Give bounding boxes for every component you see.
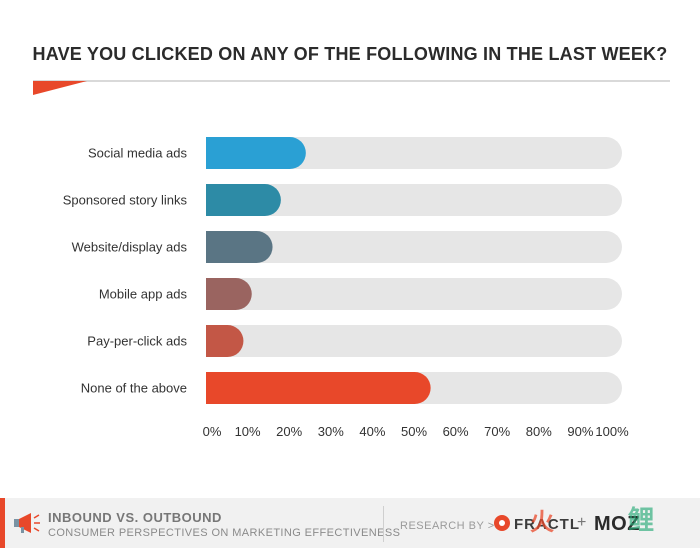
x-tick-label: 70% (484, 424, 510, 439)
chart-title: HAVE YOU CLICKED ON ANY OF THE FOLLOWING… (32, 44, 668, 64)
category-label: Pay-per-click ads (87, 334, 187, 349)
bar-track (206, 325, 622, 357)
x-tick-label: 100% (595, 424, 629, 439)
category-label: Social media ads (88, 146, 187, 161)
bar-social-media-ads (206, 137, 306, 169)
x-tick-label: 0% (203, 424, 222, 439)
x-tick-label: 30% (318, 424, 344, 439)
title-rule-accent (33, 81, 87, 95)
bar-track (206, 184, 622, 216)
moz-logo: MOZ (594, 513, 640, 535)
plus-sign: + (577, 514, 587, 531)
x-tick-label: 10% (235, 424, 261, 439)
fractl-logo-icon (494, 515, 510, 531)
x-tick-label: 50% (401, 424, 427, 439)
x-tick-label: 20% (276, 424, 302, 439)
bar-none-of-the-above (206, 372, 431, 404)
footer-accent-bar (0, 498, 5, 548)
x-tick-label: 40% (359, 424, 385, 439)
bar-sponsored-story-links (206, 184, 281, 216)
fractl-logo: FRACTL (514, 516, 580, 533)
bar-website-display-ads (206, 231, 273, 263)
title-rule (33, 80, 670, 82)
megaphone-icon (14, 513, 40, 533)
category-label: None of the above (81, 381, 187, 396)
bar-track (206, 231, 622, 263)
bar-track (206, 278, 622, 310)
bar-track (206, 137, 622, 169)
footer: INBOUND VS. OUTBOUND CONSUMER PERSPECTIV… (0, 498, 700, 548)
footer-divider (383, 506, 384, 542)
watermark-glyph-2: 鲤 (628, 505, 655, 535)
x-tick-label: 90% (567, 424, 593, 439)
category-label: Website/display ads (72, 240, 188, 255)
research-by-label: RESEARCH BY > (400, 520, 495, 532)
bar-chart: Social media ads Sponsored story links Web… (63, 137, 629, 439)
x-tick-label: 80% (526, 424, 552, 439)
x-tick-label: 60% (443, 424, 469, 439)
bar-pay-per-click-ads (206, 325, 244, 357)
footer-subtitle: CONSUMER PERSPECTIVES ON MARKETING EFFEC… (48, 527, 401, 539)
bar-mobile-app-ads (206, 278, 252, 310)
footer-title: INBOUND VS. OUTBOUND (48, 510, 222, 525)
watermark-glyph-1: 火 (530, 509, 554, 536)
category-label: Sponsored story links (63, 193, 188, 208)
category-label: Mobile app ads (99, 287, 188, 302)
